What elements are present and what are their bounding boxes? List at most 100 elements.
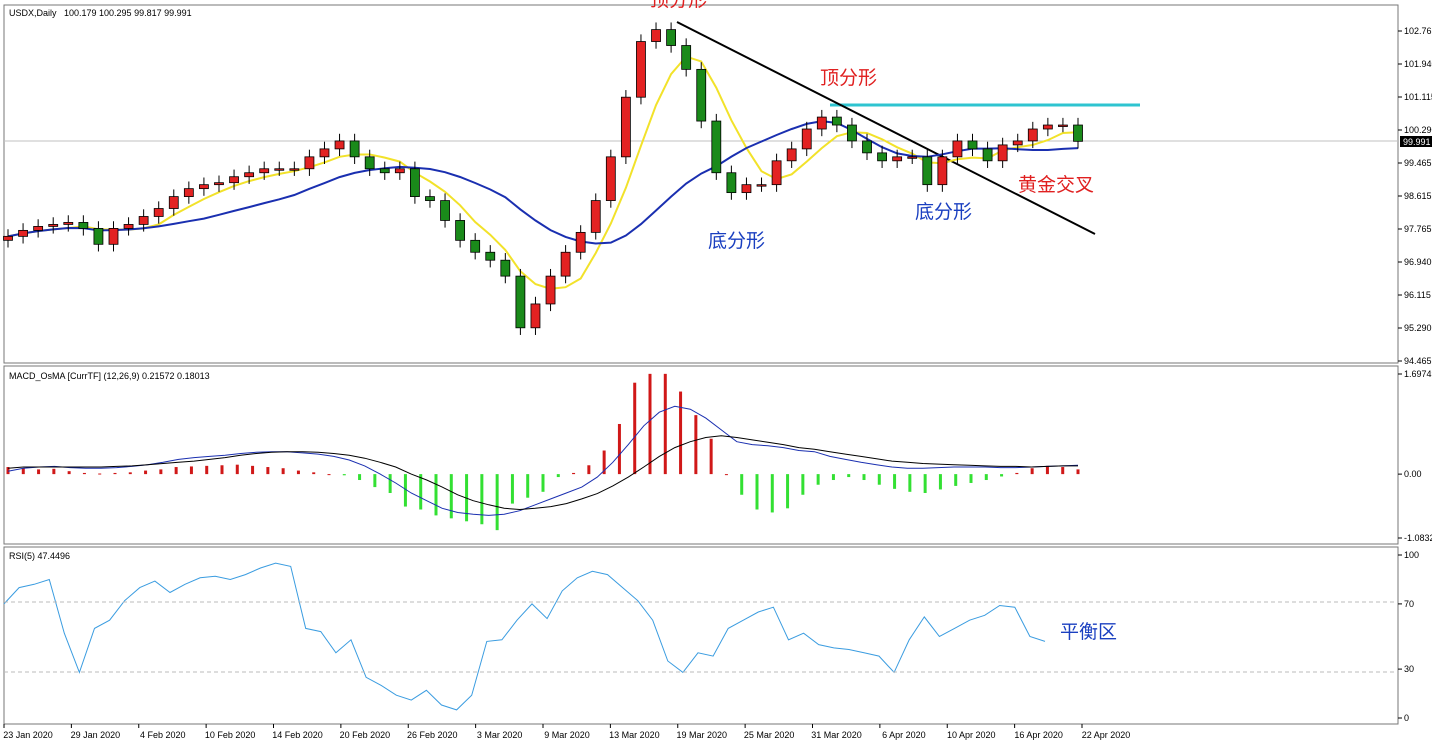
candle-down: [93, 228, 104, 245]
date-tick-label: 10 Feb 2020: [205, 730, 256, 740]
candle-up: [229, 176, 239, 184]
candle-up: [801, 128, 812, 150]
price-tick-label: 101.940: [1404, 59, 1432, 69]
candle-up: [545, 275, 556, 305]
macd-bar-positive: [648, 373, 652, 475]
candle-down: [485, 251, 496, 261]
macd-bar-negative: [526, 474, 530, 498]
candle-down: [922, 156, 933, 186]
macd-bar-negative: [847, 474, 851, 478]
macd-bar-positive: [296, 470, 300, 475]
macd-bar-negative: [984, 474, 988, 481]
macd-bar-positive: [633, 382, 637, 475]
candle-up: [560, 251, 571, 277]
macd-bar-negative: [923, 474, 927, 493]
candle-down: [379, 168, 390, 174]
macd-bar-positive: [21, 468, 25, 475]
macd-bar-negative: [358, 474, 362, 481]
candle-down: [78, 222, 89, 229]
candle-up: [892, 156, 903, 162]
macd-bar-negative: [419, 474, 423, 510]
candle-down: [831, 116, 842, 126]
macd-bar-negative: [801, 474, 805, 495]
date-tick-label: 29 Jan 2020: [71, 730, 121, 740]
macd-tick-label: -1.0832: [1404, 533, 1432, 543]
candle-down: [440, 200, 450, 221]
macd-bar-negative: [495, 474, 499, 531]
macd-bar-negative: [770, 474, 774, 513]
annotation-balance-zone: 平衡区: [1060, 621, 1117, 643]
candle-up: [907, 156, 918, 159]
price-tick-label: 101.115: [1404, 92, 1432, 102]
candle-up: [530, 303, 541, 329]
price-panel: [3, 4, 1399, 364]
candle-up: [816, 116, 827, 130]
macd-panel: [3, 365, 1399, 545]
candle-up: [18, 229, 28, 237]
macd-bar-positive: [82, 472, 86, 475]
macd-bar-negative: [954, 474, 958, 486]
macd-bar-negative: [816, 474, 820, 485]
macd-bar-negative: [342, 474, 346, 476]
candle-down: [681, 45, 692, 70]
candle-down: [847, 124, 857, 142]
candle-up: [786, 148, 797, 162]
macd-bar-positive: [205, 465, 209, 475]
macd-bar-positive: [709, 438, 713, 475]
current-price-value: 99.991: [1403, 137, 1431, 147]
macd-bar-positive: [679, 391, 683, 475]
candle-up: [244, 172, 255, 178]
macd-bar-positive: [1061, 467, 1065, 475]
candle-down: [425, 196, 435, 201]
annotation-golden-cross: 黄金交叉: [1018, 174, 1094, 196]
axis-ticks: 102.765 101.940 101.115 100.290 99.465 98.615…: [3, 26, 1432, 740]
macd-bar-positive: [266, 467, 270, 475]
candle-down: [711, 120, 722, 174]
macd-bar-positive: [113, 472, 117, 475]
macd-bar-positive: [724, 474, 728, 476]
candle-down: [967, 140, 978, 150]
candle-up: [123, 224, 134, 229]
macd-bar-positive: [220, 465, 224, 475]
candle-up: [48, 224, 59, 227]
candle-up: [183, 188, 194, 197]
moving-averages: [7, 55, 1079, 290]
date-tick-label: 19 Mar 2020: [676, 730, 727, 740]
price-tick-label: 97.765: [1404, 224, 1432, 234]
annotation-top-fractal: 顶分形: [820, 67, 877, 89]
macd-bar-positive: [312, 472, 316, 475]
rsi-tick-label: 0: [1404, 713, 1409, 723]
rsi-tick-label: 100: [1404, 550, 1419, 560]
macd-bar-negative: [831, 474, 835, 481]
macd-bar-positive: [663, 373, 667, 475]
macd-bar-negative: [510, 474, 514, 504]
date-tick-label: 25 Mar 2020: [744, 730, 795, 740]
candle-up: [605, 156, 616, 201]
candle-up: [319, 148, 330, 158]
macd-tick-label: 1.69749: [1404, 369, 1432, 379]
date-tick-label: 4 Feb 2020: [140, 730, 186, 740]
candle-up: [1042, 124, 1053, 130]
macd-bar-positive: [602, 450, 606, 475]
macd-bar-negative: [969, 474, 973, 483]
macd-bar-negative: [908, 474, 912, 492]
macd-bar-positive: [235, 464, 239, 475]
candle-up: [937, 156, 948, 186]
macd-bar-positive: [1045, 465, 1049, 475]
candle-up: [153, 208, 164, 217]
rsi-tick-label: 70: [1404, 599, 1414, 609]
candle-up: [590, 200, 601, 233]
candle-up: [108, 228, 119, 245]
candle-up: [138, 216, 149, 225]
candle-down: [515, 275, 526, 329]
candle-up: [741, 184, 752, 194]
rsi-tick-label: 30: [1404, 664, 1414, 674]
candle-down: [982, 148, 993, 162]
macd-bar-negative: [877, 474, 881, 485]
candle-down: [364, 156, 375, 170]
candle-up: [1027, 128, 1038, 142]
macd-histogram: [6, 373, 1080, 531]
date-tick-label: 13 Mar 2020: [609, 730, 660, 740]
macd-bar-negative: [373, 474, 377, 488]
